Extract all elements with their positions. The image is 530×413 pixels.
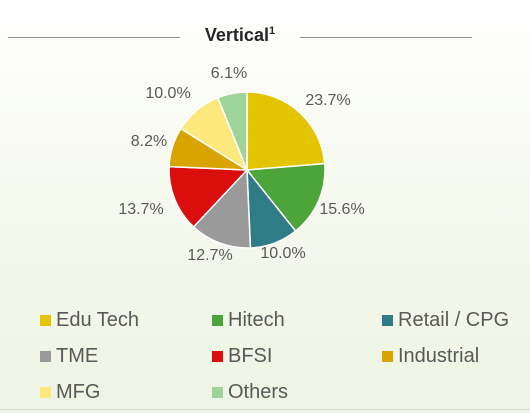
pie-value-label: 12.7% [187,247,232,264]
legend-swatch [382,314,393,326]
legend-label: Retail / CPG [398,308,510,331]
legend-label: MFG [56,380,101,403]
legend-swatch [212,350,223,362]
legend-swatch [212,386,223,398]
legend-label: Industrial [398,344,480,367]
legend-swatch [40,386,51,398]
pie-slices [168,91,326,249]
pie-chart: 23.7% 15.6% 10.0% 12.7% 13.7% 8.2% 10.0% 6.1% [118,65,364,264]
legend-item: TME [40,344,98,368]
chart-legend: Edu Tech Hitech Retail / CPG TME BFSI Industr… [40,308,510,408]
legend-swatch [382,350,393,362]
legend-label: Others [228,380,289,403]
pie-value-labels: 23.7% 15.6% 10.0% 12.7% 13.7% 8.2% 10.0% 6.1% [118,65,364,264]
pie-value-label: 15.6% [319,201,364,218]
pie-slice-others [216,91,248,171]
pie-value-label: 10.0% [145,85,190,102]
bottom-divider [0,409,530,410]
pie-value-label: 10.0% [260,245,305,262]
legend-item: Retail / CPG [382,308,509,332]
legend-swatch [40,314,51,326]
legend-swatch [212,314,223,326]
legend-item: MFG [40,380,100,404]
pie-slice-edu-tech [246,91,326,171]
legend-label: Hitech [228,308,285,331]
title-rule-left [8,37,180,38]
pie-slice-hitech [245,162,326,233]
title-rule-right [300,37,472,38]
chart-title-footnote: 1 [268,25,276,37]
pie-slice-tme [192,168,252,249]
legend-item: BFSI [212,344,272,368]
pie-value-label: 8.2% [131,133,167,150]
legend-label: BFSI [228,344,273,367]
legend-label: Edu Tech [56,308,140,331]
legend-item: Edu Tech [40,308,139,332]
legend-label: TME [56,344,99,367]
legend-item: Others [212,380,288,404]
legend-item: Industrial [382,344,479,368]
chart-title: Vertical1 [180,25,300,46]
pie-value-label: 6.1% [211,65,247,82]
pie-slice-bfsi [168,165,249,228]
pie-value-label: 23.7% [305,92,350,109]
chart-title-bar: Vertical1 [0,22,530,52]
legend-item: Hitech [212,308,285,332]
legend-swatch [40,350,51,362]
pie-value-label: 13.7% [118,201,163,218]
chart-title-text: Vertical [204,25,269,45]
